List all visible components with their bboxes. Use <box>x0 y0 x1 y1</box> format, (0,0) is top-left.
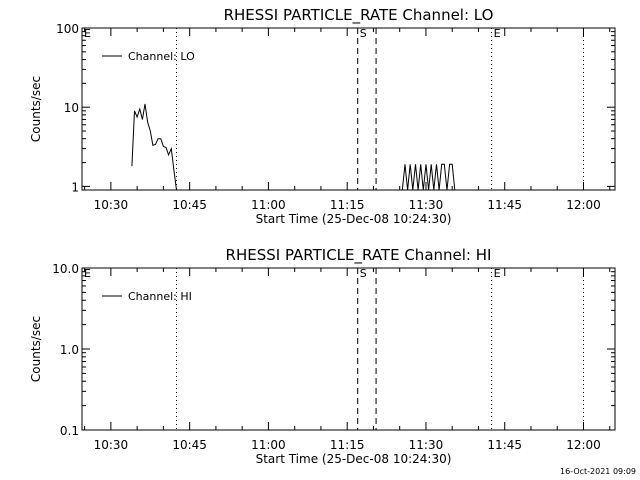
panel-0-xtick-label: 10:30 <box>94 198 129 212</box>
panel-0-xtick-label: 11:15 <box>330 198 365 212</box>
panel-1-xtick-label: 11:45 <box>487 438 522 452</box>
panel-1-ytick-label: 0.1 <box>60 424 79 438</box>
chart-panel-lo: RHESSI PARTICLE_RATE Channel: LO Counts/s… <box>29 6 616 226</box>
panel-1-legend-label: Channel: HI <box>128 290 192 303</box>
panel-1-ytick-label: 10.0 <box>52 262 79 276</box>
panel-0-xtick-label: 11:45 <box>487 198 522 212</box>
panel-1-ylabel: Counts/sec <box>29 316 43 382</box>
panel-1-xtick-label: 11:15 <box>330 438 365 452</box>
panel-0-xtick-label: 10:45 <box>172 198 207 212</box>
panel-1-ytick-label: 1.0 <box>60 343 79 357</box>
panel-0-marker-label: E <box>84 27 91 40</box>
panel-1-xtick-label: 10:45 <box>172 438 207 452</box>
panel-0-ytick-label: 1 <box>71 180 79 194</box>
panel-1-xtick-label: 11:30 <box>409 438 444 452</box>
panel-1-xlabel: Start Time (25-Dec-08 10:24:30) <box>256 452 452 466</box>
panel-0-ytick-label: 100 <box>56 22 79 36</box>
panel-0-title: RHESSI PARTICLE_RATE Channel: LO <box>224 6 494 25</box>
panel-0-series-line <box>401 163 456 191</box>
panel-1-xtick-label: 12:00 <box>566 438 601 452</box>
panel-0-marker-label: E <box>494 27 501 40</box>
panel-0-marker-label: S <box>360 27 367 40</box>
panel-0-ytick-label: 10 <box>64 101 79 115</box>
panel-0-ylabel: Counts/sec <box>29 76 43 142</box>
chart-panel-hi: RHESSI PARTICLE_RATE Channel: HI Counts/s… <box>29 246 616 466</box>
panel-0-series-line <box>131 103 177 191</box>
footer-timestamp: 16-Oct-2021 09:09 <box>560 467 636 476</box>
panel-0-legend-label: Channel: LO <box>128 50 195 63</box>
panel-0-xlabel: Start Time (25-Dec-08 10:24:30) <box>256 212 452 226</box>
panel-1-marker-label: E <box>84 267 91 280</box>
panel-1-marker-label: E <box>494 267 501 280</box>
panel-1-xtick-label: 10:30 <box>94 438 129 452</box>
panel-1-marker-label: S <box>360 267 367 280</box>
panel-1-xtick-label: 11:00 <box>251 438 286 452</box>
panel-0-xtick-label: 11:30 <box>409 198 444 212</box>
panel-0-xtick-label: 12:00 <box>566 198 601 212</box>
panel-1-title: RHESSI PARTICLE_RATE Channel: HI <box>226 246 492 265</box>
panel-0-xtick-label: 11:00 <box>251 198 286 212</box>
